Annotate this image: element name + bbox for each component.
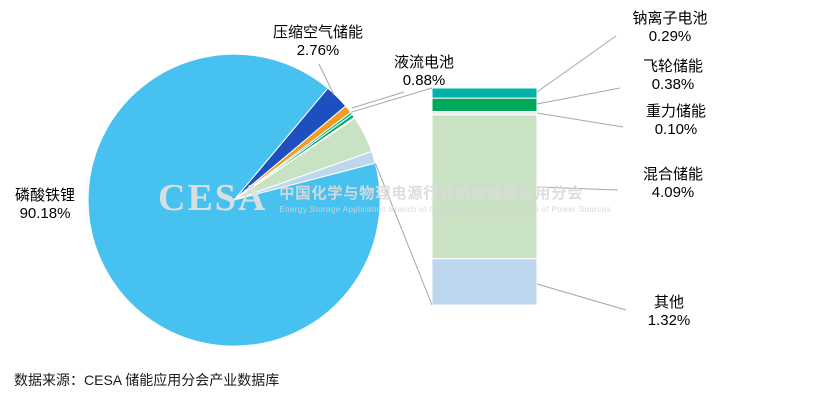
slice-label-sodium-ion: 钠离子电池 0.29% bbox=[607, 10, 733, 46]
bar-segment-flywheel bbox=[431, 97, 538, 112]
slice-percent: 1.32% bbox=[647, 312, 691, 329]
slice-name: 压缩空气储能 bbox=[272, 24, 363, 41]
bar-segment-hybrid bbox=[431, 114, 538, 260]
slice-percent: 2.76% bbox=[296, 42, 340, 59]
slice-label-hybrid: 混合储能 4.09% bbox=[620, 166, 726, 202]
slice-name: 液流电池 bbox=[393, 54, 454, 71]
bar-segment-gravity bbox=[431, 111, 538, 116]
leader-line-hybrid bbox=[536, 186, 619, 191]
bar-segment-other bbox=[431, 258, 538, 306]
slice-name: 钠离子电池 bbox=[632, 10, 708, 27]
slice-name: 其他 bbox=[653, 294, 684, 311]
slice-percent: 0.10% bbox=[654, 121, 698, 138]
slice-label-gravity: 重力储能 0.10% bbox=[623, 103, 729, 139]
slice-label-lfp: 磷酸铁锂 90.18% bbox=[2, 187, 88, 223]
slice-label-flow-battery: 液流电池 0.88% bbox=[381, 54, 467, 90]
leader-line-compressed-air bbox=[318, 63, 335, 96]
leader-line-flywheel bbox=[536, 87, 621, 105]
slice-name: 重力储能 bbox=[645, 103, 706, 120]
data-source-note: 数据来源：CESA 储能应用分会产业数据库 bbox=[14, 372, 280, 388]
leader-line-gravity bbox=[536, 112, 624, 128]
breakout-connector-top bbox=[350, 87, 433, 113]
slice-name: 混合储能 bbox=[642, 166, 703, 183]
slice-percent: 4.09% bbox=[651, 184, 695, 201]
slice-percent: 0.29% bbox=[648, 28, 692, 45]
slice-label-other: 其他 1.32% bbox=[626, 294, 712, 330]
slice-name: 飞轮储能 bbox=[642, 58, 703, 75]
breakout-connector-bottom bbox=[374, 162, 433, 306]
slice-label-flywheel: 飞轮储能 0.38% bbox=[620, 58, 726, 94]
pie-slice-lfp bbox=[87, 53, 381, 347]
slice-label-compressed-air: 压缩空气储能 2.76% bbox=[255, 24, 381, 60]
slice-name: 磷酸铁锂 bbox=[14, 187, 75, 204]
slice-percent: 0.88% bbox=[402, 72, 446, 89]
slice-percent: 90.18% bbox=[19, 205, 71, 222]
leader-line-other bbox=[536, 283, 627, 311]
leader-line-flow-battery bbox=[351, 91, 405, 109]
leader-line-sodium-ion bbox=[536, 35, 617, 93]
slice-percent: 0.38% bbox=[651, 76, 695, 93]
